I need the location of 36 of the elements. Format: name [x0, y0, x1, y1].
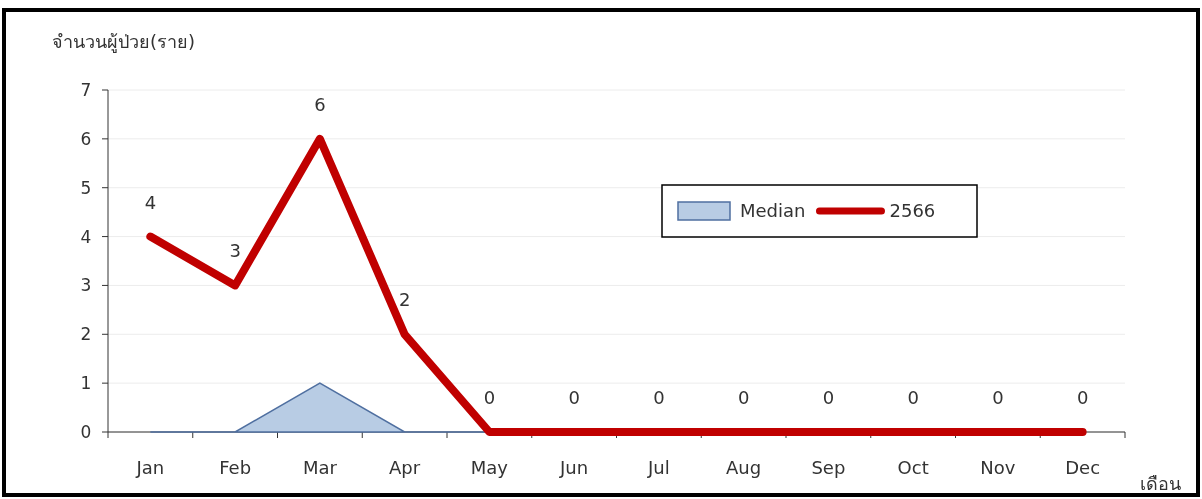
x-tick-label: Dec [1065, 457, 1101, 478]
x-tick-label: Feb [219, 457, 252, 478]
y-tick-label: 6 [80, 128, 92, 149]
legend-label: Median [740, 200, 806, 221]
x-tick-label: Mar [302, 457, 338, 478]
y-tick-label: 3 [80, 275, 92, 296]
x-tick-label: Jul [647, 457, 670, 478]
data-label: 0 [1076, 387, 1089, 408]
data-label: 0 [568, 387, 580, 408]
y-tick-label: 4 [80, 226, 92, 247]
y-tick-label: 0 [80, 422, 92, 442]
x-tick-label: Jan [135, 457, 165, 478]
legend-label: 2566 [889, 200, 936, 221]
data-label: 0 [992, 387, 1004, 408]
data-label: 0 [907, 387, 919, 408]
data-label: 0 [822, 387, 835, 408]
data-label: 4 [144, 191, 157, 213]
y-tick-label: 7 [80, 80, 92, 100]
x-tick-label: Oct [897, 457, 929, 478]
data-label: 0 [653, 387, 665, 408]
x-tick-label: Jun [559, 457, 589, 478]
data-label: 0 [483, 387, 496, 408]
x-tick-label: Sep [811, 457, 846, 478]
data-label: 3 [229, 240, 241, 262]
data-label: 2 [398, 289, 411, 311]
x-axis-title: เดือน [1140, 473, 1181, 494]
y-axis-title: จำนวนผู้ป่วย(ราย) [52, 31, 196, 53]
data-label: 6 [314, 93, 326, 115]
x-tick-label: May [470, 457, 509, 478]
x-tick-label: Nov [980, 457, 1016, 478]
y-tick-label: 1 [80, 373, 92, 394]
y-tick-label: 2 [80, 324, 92, 345]
x-tick-label: Aug [726, 457, 762, 478]
x-tick-label: Apr [389, 457, 421, 478]
y-tick-label: 5 [80, 177, 92, 198]
data-label: 0 [737, 387, 750, 408]
